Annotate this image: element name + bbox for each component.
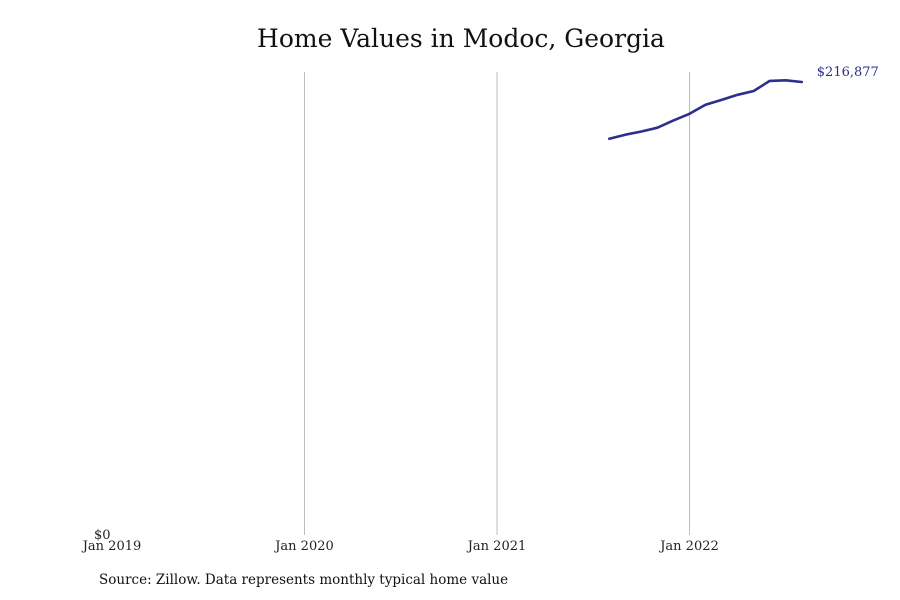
y-tick-label-0: $0 (94, 528, 111, 543)
x-tick-label-3: Jan 2022 (658, 539, 719, 554)
x-tick-label-2: Jan 2021 (466, 539, 527, 554)
chart-title: Home Values in Modoc, Georgia (257, 24, 665, 53)
gridlines (304, 72, 690, 535)
series-line-0 (608, 79, 804, 141)
end-value-label: $216,877 (817, 65, 879, 80)
x-axis-ticks: Jan 2019 Jan 2020 Jan 2021 Jan 2022 (81, 539, 719, 554)
source-note: Source: Zillow. Data represents monthly … (99, 572, 509, 588)
x-tick-label-0: Jan 2019 (81, 539, 142, 554)
y-axis-ticks: $0 (94, 528, 111, 543)
series-layer (608, 79, 804, 141)
data-labels: $216,877 (817, 65, 879, 80)
x-tick-label-1: Jan 2020 (273, 539, 334, 554)
